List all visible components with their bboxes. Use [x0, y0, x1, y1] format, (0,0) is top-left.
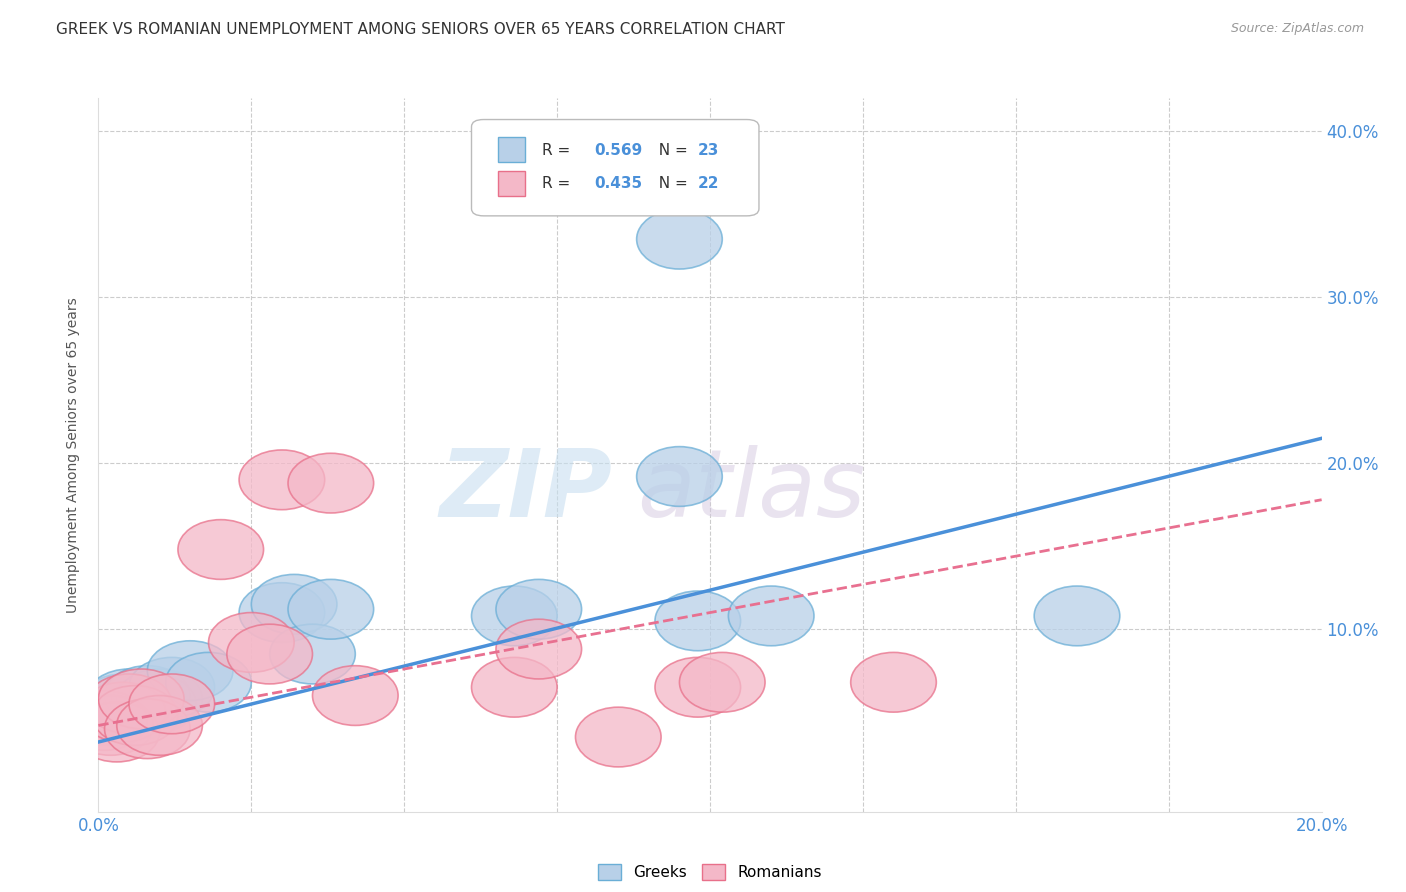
Ellipse shape: [117, 696, 202, 756]
Text: GREEK VS ROMANIAN UNEMPLOYMENT AMONG SENIORS OVER 65 YEARS CORRELATION CHART: GREEK VS ROMANIAN UNEMPLOYMENT AMONG SEN…: [56, 22, 785, 37]
Text: 22: 22: [697, 177, 720, 191]
Ellipse shape: [67, 686, 153, 746]
Ellipse shape: [129, 657, 215, 717]
Ellipse shape: [226, 624, 312, 684]
FancyBboxPatch shape: [498, 170, 526, 196]
Ellipse shape: [179, 520, 263, 580]
Ellipse shape: [288, 580, 374, 640]
Ellipse shape: [496, 580, 582, 640]
Ellipse shape: [75, 679, 160, 739]
Ellipse shape: [166, 652, 252, 712]
Text: 23: 23: [697, 143, 720, 158]
Ellipse shape: [129, 674, 215, 734]
Ellipse shape: [496, 619, 582, 679]
Ellipse shape: [104, 665, 190, 725]
Ellipse shape: [80, 682, 166, 742]
Ellipse shape: [655, 591, 741, 651]
Ellipse shape: [75, 702, 160, 762]
Text: R =: R =: [543, 177, 575, 191]
Ellipse shape: [679, 652, 765, 712]
Ellipse shape: [104, 698, 190, 758]
Ellipse shape: [62, 690, 148, 750]
Ellipse shape: [471, 586, 557, 646]
Ellipse shape: [98, 669, 184, 729]
Text: R =: R =: [543, 143, 575, 158]
Ellipse shape: [98, 679, 184, 739]
Text: atlas: atlas: [637, 445, 865, 536]
Text: 0.569: 0.569: [593, 143, 643, 158]
Ellipse shape: [575, 707, 661, 767]
Ellipse shape: [637, 210, 723, 269]
Text: N =: N =: [650, 177, 693, 191]
Ellipse shape: [148, 640, 233, 700]
Ellipse shape: [86, 669, 172, 729]
Ellipse shape: [312, 665, 398, 725]
Ellipse shape: [208, 613, 294, 673]
Ellipse shape: [637, 447, 723, 507]
Ellipse shape: [851, 652, 936, 712]
Text: Source: ZipAtlas.com: Source: ZipAtlas.com: [1230, 22, 1364, 36]
Ellipse shape: [252, 574, 337, 634]
FancyBboxPatch shape: [498, 137, 526, 162]
Legend: Greeks, Romanians: Greeks, Romanians: [592, 858, 828, 886]
FancyBboxPatch shape: [471, 120, 759, 216]
Ellipse shape: [67, 696, 153, 756]
Ellipse shape: [239, 582, 325, 642]
Ellipse shape: [728, 586, 814, 646]
Ellipse shape: [270, 624, 356, 684]
Text: ZIP: ZIP: [439, 444, 612, 537]
Ellipse shape: [86, 674, 172, 734]
Ellipse shape: [239, 450, 325, 509]
Ellipse shape: [93, 686, 179, 746]
Ellipse shape: [288, 453, 374, 513]
Ellipse shape: [111, 674, 197, 734]
Ellipse shape: [80, 674, 166, 734]
Ellipse shape: [62, 682, 148, 742]
Ellipse shape: [93, 675, 179, 735]
Text: N =: N =: [650, 143, 693, 158]
Ellipse shape: [117, 669, 202, 729]
Ellipse shape: [471, 657, 557, 717]
Text: 0.435: 0.435: [593, 177, 643, 191]
Ellipse shape: [1035, 586, 1119, 646]
Ellipse shape: [655, 657, 741, 717]
Y-axis label: Unemployment Among Seniors over 65 years: Unemployment Among Seniors over 65 years: [66, 297, 80, 613]
